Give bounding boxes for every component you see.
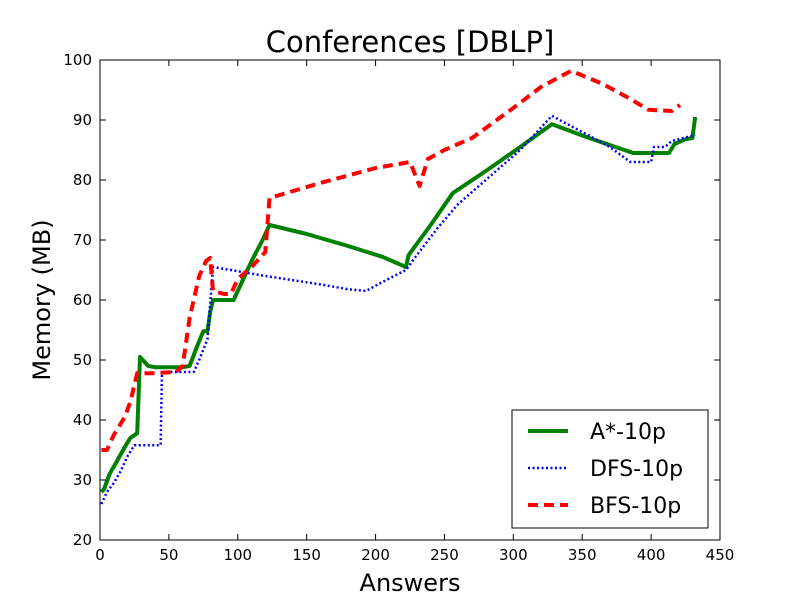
legend: A*-10p DFS-10p BFS-10p	[511, 409, 709, 529]
series-layer	[99, 68, 698, 505]
legend-label: BFS-10p	[590, 494, 681, 519]
x-tick-label: 450	[706, 546, 735, 564]
x-tick-label: 0	[95, 546, 105, 564]
y-axis: 20 30 40 50 60 70 80 90 100	[63, 51, 720, 549]
y-tick-label: 40	[73, 411, 92, 429]
y-tick-label: 90	[73, 111, 92, 129]
x-axis-label: Answers	[360, 569, 461, 597]
y-tick-label: 80	[73, 171, 92, 189]
x-axis: 0 50 100 150 200 250 300 350 400 450	[95, 60, 734, 564]
y-tick-label: 100	[63, 51, 92, 69]
series-line-bfs-10p	[101, 68, 682, 452]
x-tick-label: 200	[361, 546, 390, 564]
x-tick-label: 400	[637, 546, 666, 564]
x-tick-label: 100	[223, 546, 252, 564]
chart-title: Conferences [DBLP]	[266, 25, 555, 59]
y-tick-label: 70	[73, 231, 92, 249]
x-tick-label: 250	[430, 546, 459, 564]
y-tick-label: 30	[73, 471, 92, 489]
x-tick-label: 300	[499, 546, 528, 564]
y-axis-label: Memory (MB)	[28, 219, 56, 380]
x-tick-label: 350	[568, 546, 597, 564]
series-line-dfs-10p	[100, 114, 696, 505]
y-tick-label: 20	[73, 531, 92, 549]
legend-label: DFS-10p	[590, 457, 683, 482]
legend-label: A*-10p	[590, 420, 666, 445]
y-tick-label: 50	[73, 351, 92, 369]
x-tick-label: 50	[159, 546, 178, 564]
x-tick-label: 150	[292, 546, 321, 564]
y-tick-label: 60	[73, 291, 92, 309]
